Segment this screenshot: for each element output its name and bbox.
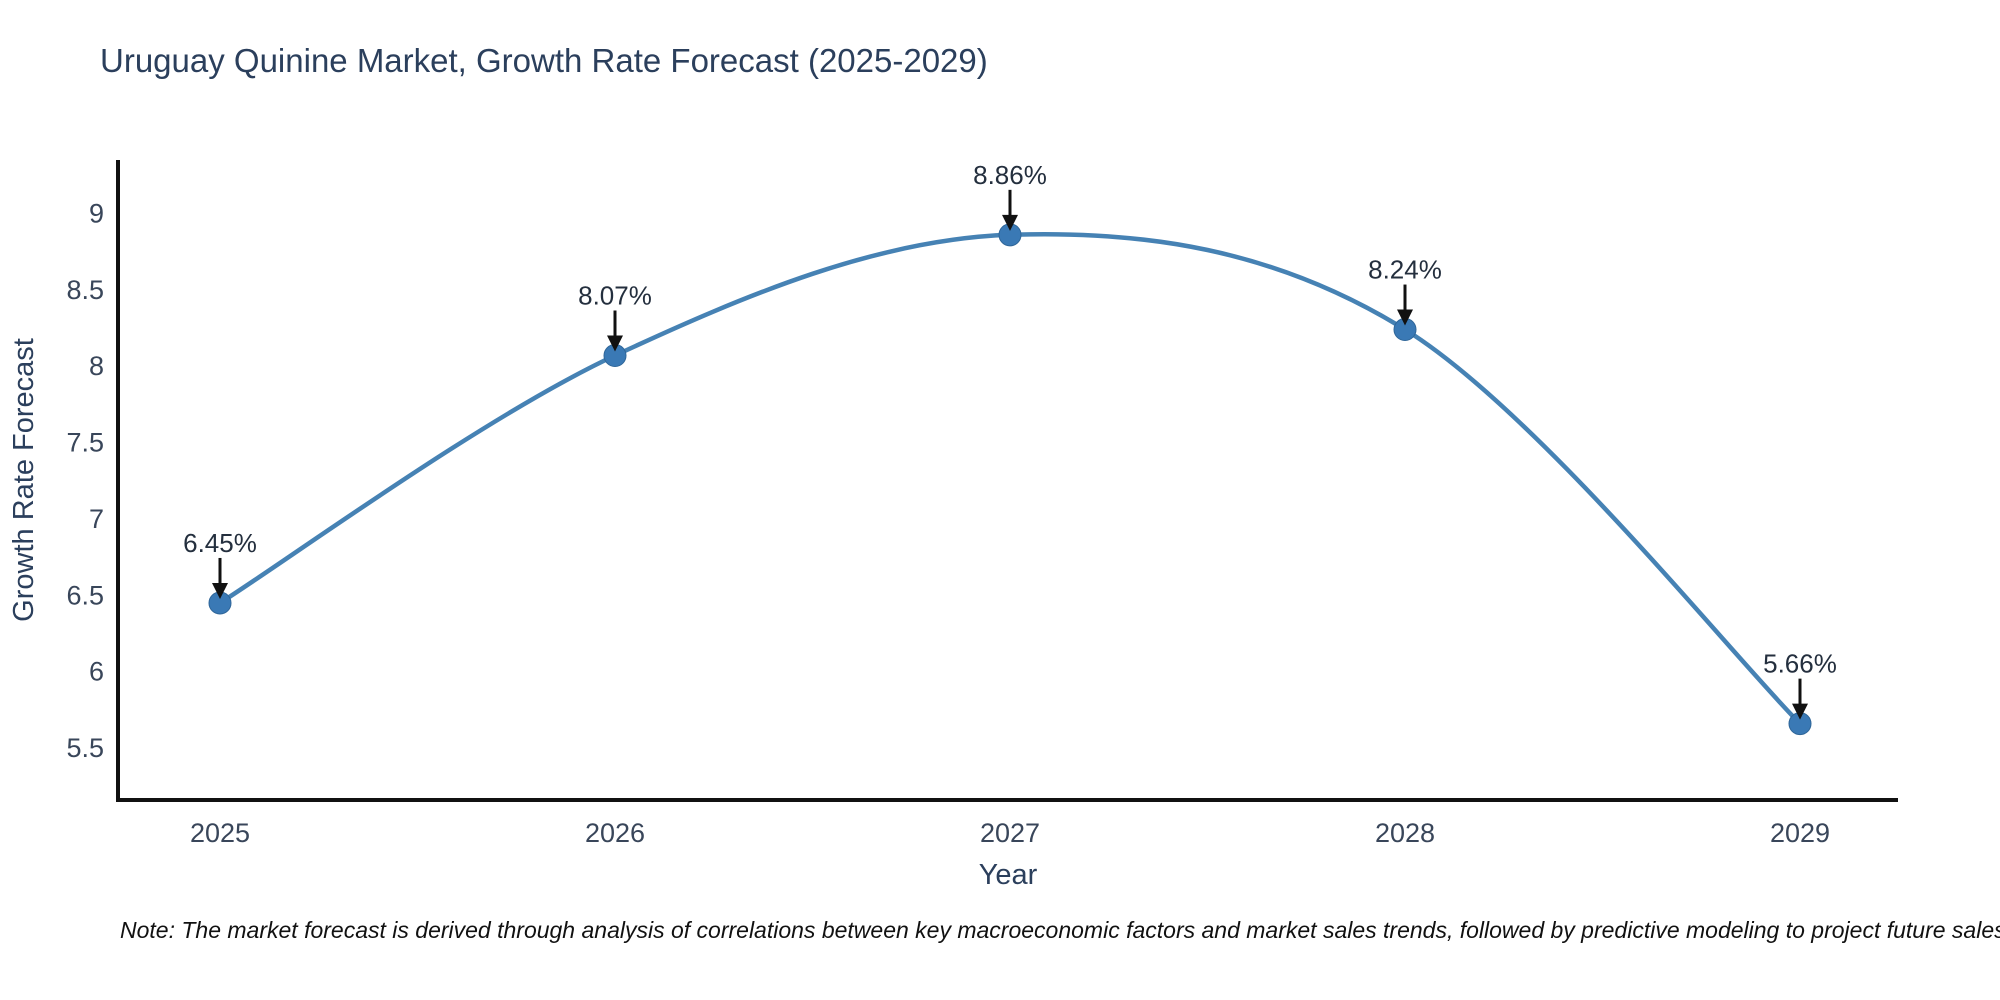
point-value-label: 6.45% bbox=[183, 528, 257, 558]
annotation-arrowhead-icon bbox=[1002, 214, 1018, 231]
axes-layer: 9 8.5 8 7.5 7 6.5 6 5.5 2025 2026 2027 2028 2029 bbox=[66, 160, 1898, 848]
annotation-arrowhead-icon bbox=[1397, 309, 1413, 326]
y-tick-label: 5.5 bbox=[66, 733, 104, 763]
annotation-arrowhead-icon bbox=[212, 582, 228, 599]
y-tick-label: 6 bbox=[89, 657, 104, 687]
x-tick-label: 2026 bbox=[585, 818, 645, 848]
y-tick-label: 7.5 bbox=[66, 428, 104, 458]
y-tick-label: 6.5 bbox=[66, 580, 104, 610]
x-tick-label: 2028 bbox=[1375, 818, 1435, 848]
y-tick-label: 8 bbox=[89, 351, 104, 381]
y-tick-label: 8.5 bbox=[66, 275, 104, 305]
x-axis-title: Year bbox=[979, 859, 1038, 891]
point-value-label: 8.24% bbox=[1368, 255, 1442, 285]
chart-title: Uruguay Quinine Market, Growth Rate Fore… bbox=[100, 42, 988, 79]
point-annotation: 8.86% bbox=[973, 160, 1047, 231]
annotation-arrowhead-icon bbox=[1792, 703, 1808, 720]
x-tick-label: 2027 bbox=[980, 818, 1040, 848]
y-axis-title: Growth Rate Forecast bbox=[8, 338, 40, 622]
x-tick-label: 2029 bbox=[1770, 818, 1830, 848]
point-annotation: 8.07% bbox=[578, 281, 652, 352]
y-tick-label: 7 bbox=[89, 504, 104, 534]
point-annotation: 8.24% bbox=[1368, 255, 1442, 326]
x-tick-label: 2025 bbox=[190, 818, 250, 848]
y-tick-label: 9 bbox=[89, 198, 104, 228]
point-value-label: 8.07% bbox=[578, 281, 652, 311]
annotations-layer: 6.45% 8.07% 8.86% 8.24% 5.66% bbox=[183, 160, 1837, 720]
line-series bbox=[208, 223, 1812, 736]
point-annotation: 5.66% bbox=[1763, 649, 1837, 720]
point-annotation: 6.45% bbox=[183, 528, 257, 599]
annotation-arrowhead-icon bbox=[607, 335, 623, 352]
forecast-line bbox=[217, 231, 1803, 726]
point-value-label: 5.66% bbox=[1763, 649, 1837, 679]
point-value-label: 8.86% bbox=[973, 160, 1047, 190]
chart-note: Note: The market forecast is derived thr… bbox=[120, 917, 2000, 943]
